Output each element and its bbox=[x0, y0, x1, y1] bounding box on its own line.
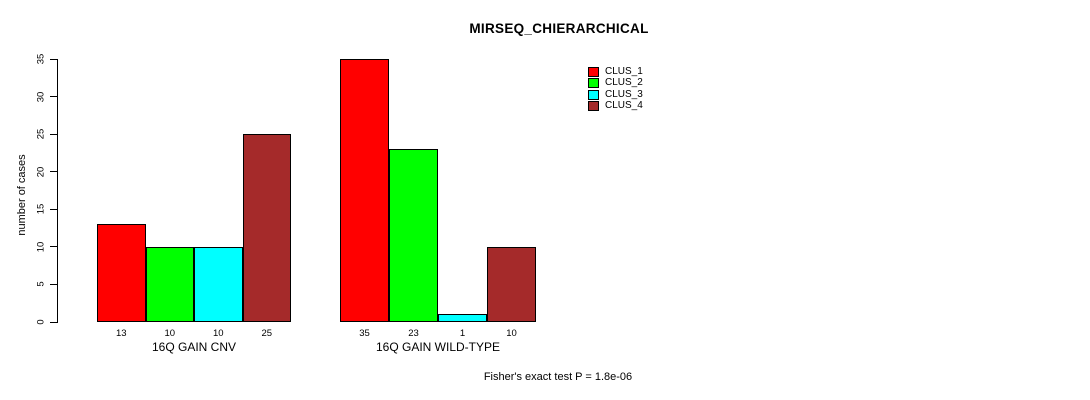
legend-swatch bbox=[588, 89, 599, 100]
chart-title: MIRSEQ_CHIERARCHICAL bbox=[469, 21, 649, 36]
legend-item-clus_3: CLUS_3 bbox=[588, 89, 643, 101]
y-axis-line bbox=[57, 59, 58, 323]
footnote-annotation: Fisher's exact test P = 1.8e-06 bbox=[483, 371, 633, 383]
bar-value-label: 25 bbox=[261, 328, 273, 339]
legend-label: CLUS_1 bbox=[605, 65, 643, 77]
group-label: 16Q GAIN WILD-TYPE bbox=[375, 340, 501, 354]
legend-label: CLUS_2 bbox=[605, 77, 643, 89]
y-tick-mark bbox=[50, 246, 58, 248]
legend-swatch bbox=[588, 78, 599, 89]
y-tick-label: 5 bbox=[35, 281, 47, 288]
legend-label: CLUS_3 bbox=[605, 88, 643, 100]
y-axis-label: number of cases bbox=[16, 154, 28, 236]
y-tick-mark bbox=[50, 171, 58, 173]
y-tick-mark bbox=[50, 58, 58, 60]
y-tick-mark bbox=[50, 321, 58, 323]
legend-item-clus_1: CLUS_1 bbox=[588, 66, 643, 78]
bar-value-label: 35 bbox=[359, 328, 370, 339]
bar-value-label: 10 bbox=[212, 328, 224, 339]
bar-clus_1-group1 bbox=[97, 224, 146, 322]
bar-clus_2-group2 bbox=[389, 149, 438, 322]
bar-clus_3-group1 bbox=[194, 246, 243, 322]
legend-item-clus_2: CLUS_2 bbox=[588, 78, 643, 90]
group-label: 16Q GAIN CNV bbox=[151, 340, 237, 354]
y-tick-label: 10 bbox=[35, 241, 47, 253]
y-tick-label: 20 bbox=[35, 166, 47, 177]
y-tick-mark bbox=[50, 96, 58, 98]
y-tick-mark bbox=[50, 133, 58, 135]
bar-value-label: 10 bbox=[164, 328, 176, 339]
legend: CLUS_1 CLUS_2 CLUS_3 CLUS_4 bbox=[588, 66, 643, 112]
bar-clus_4-group1 bbox=[242, 134, 291, 322]
bar-value-label: 10 bbox=[506, 328, 517, 339]
bar-clus_2-group1 bbox=[145, 246, 194, 322]
bar-value-label: 1 bbox=[459, 328, 466, 339]
y-tick-label: 35 bbox=[35, 53, 47, 65]
bar-clus_1-group2 bbox=[340, 59, 389, 322]
y-tick-mark bbox=[50, 283, 58, 285]
legend-label: CLUS_4 bbox=[605, 100, 643, 112]
y-tick-label: 15 bbox=[35, 203, 47, 215]
bar-value-label: 13 bbox=[115, 328, 127, 339]
y-tick-mark bbox=[50, 208, 58, 210]
legend-swatch bbox=[588, 101, 599, 112]
bar-value-label: 23 bbox=[408, 328, 419, 339]
y-tick-label: 25 bbox=[35, 128, 47, 140]
bar-clus_4-group2 bbox=[487, 246, 536, 322]
legend-item-clus_4: CLUS_4 bbox=[588, 101, 643, 113]
y-tick-label: 0 bbox=[35, 319, 47, 325]
y-tick-label: 30 bbox=[35, 91, 47, 102]
bar-clus_3-group2 bbox=[438, 314, 487, 322]
legend-swatch bbox=[588, 66, 599, 77]
